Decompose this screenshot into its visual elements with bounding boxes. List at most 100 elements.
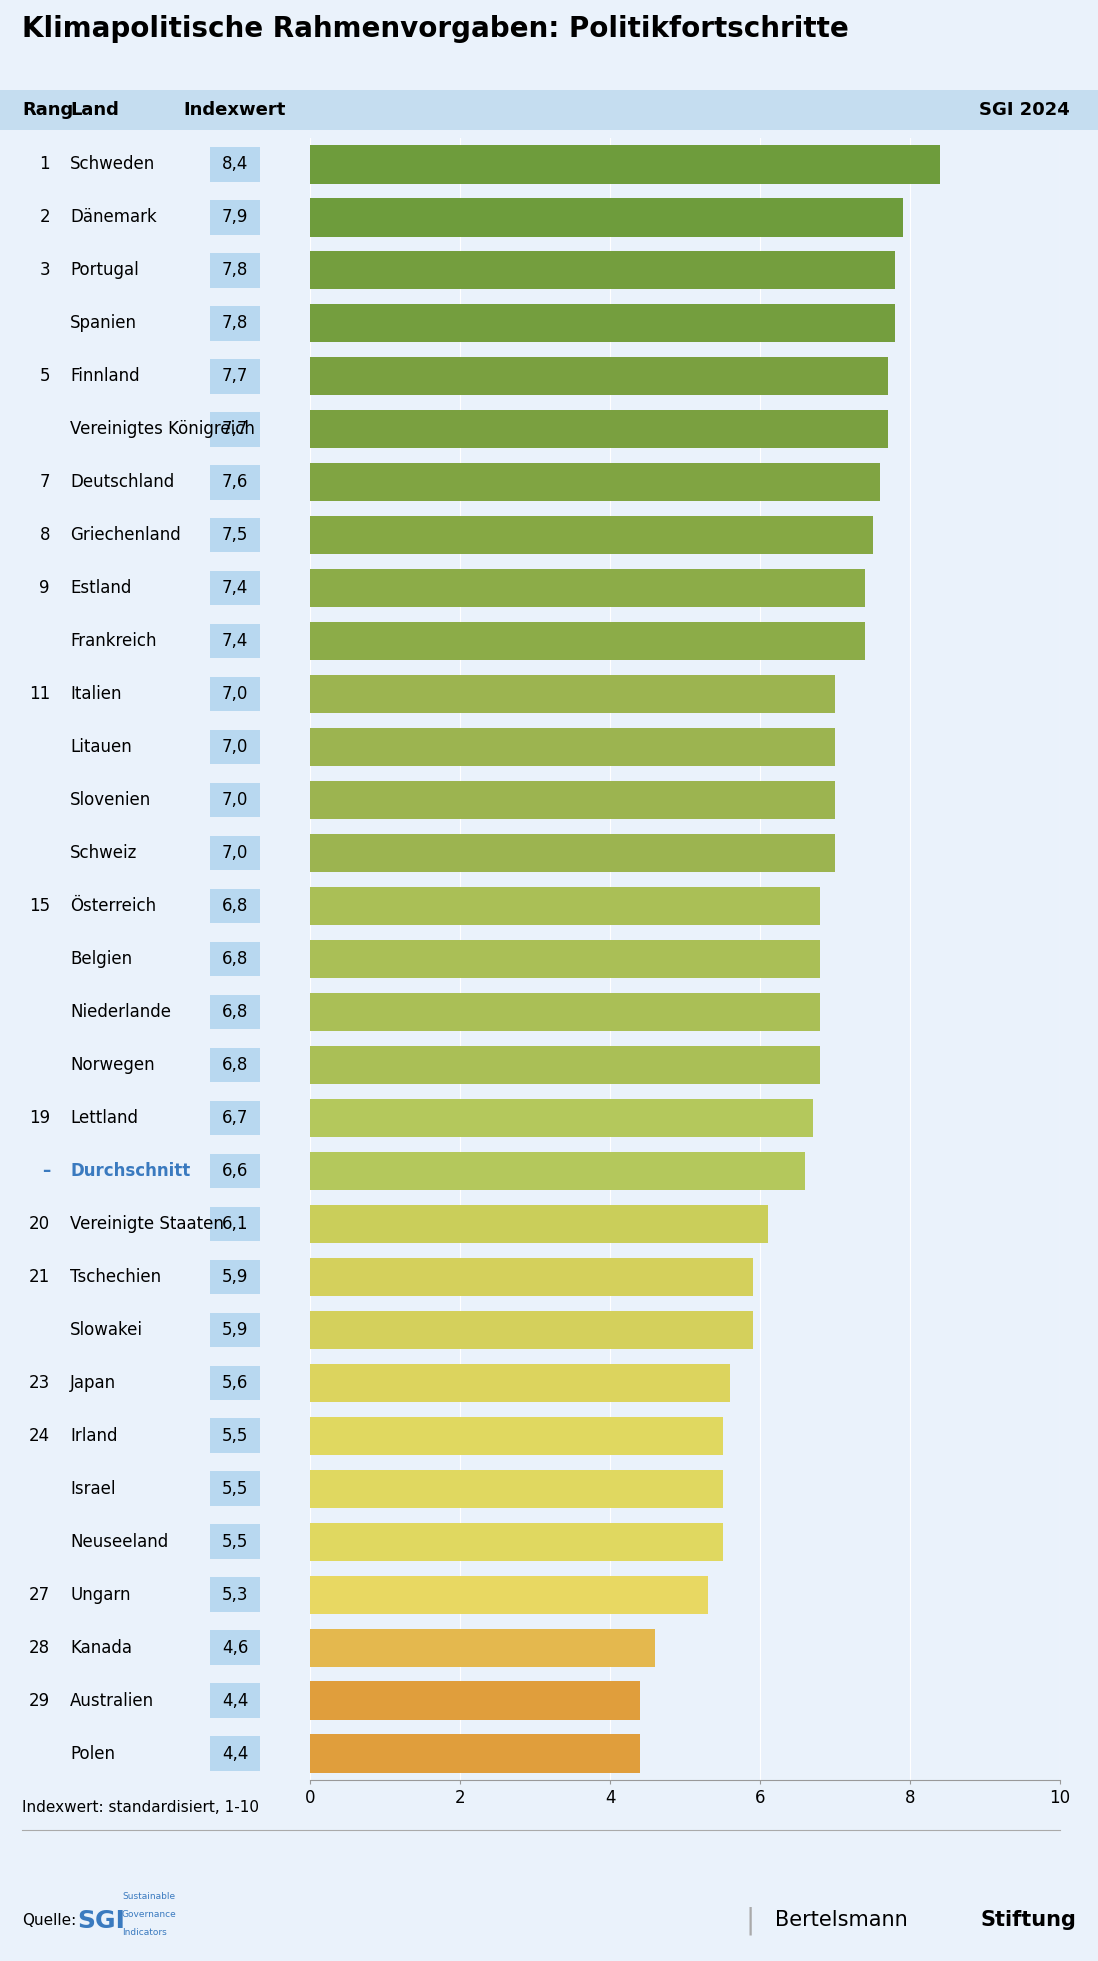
Text: 7,6: 7,6 [222, 473, 248, 492]
Text: 7,8: 7,8 [222, 261, 248, 278]
Text: 7,0: 7,0 [222, 843, 248, 863]
Text: Slovenien: Slovenien [70, 790, 152, 810]
Text: 5,9: 5,9 [222, 1269, 248, 1286]
Bar [310, 728, 834, 767]
Text: Land: Land [70, 102, 119, 120]
Text: Dänemark: Dänemark [70, 208, 157, 226]
Text: Indexwert: Indexwert [183, 102, 287, 120]
Text: 27: 27 [29, 1586, 51, 1604]
Text: Estland: Estland [70, 578, 132, 598]
Bar [310, 833, 834, 873]
Text: Australien: Australien [70, 1692, 154, 1710]
Text: 7,8: 7,8 [222, 314, 248, 331]
Bar [310, 1681, 640, 1720]
Text: Slowakei: Slowakei [70, 1322, 143, 1339]
Bar [310, 463, 879, 502]
Text: 11: 11 [29, 684, 51, 704]
Text: Deutschland: Deutschland [70, 473, 175, 492]
Text: Griechenland: Griechenland [70, 526, 181, 545]
Text: Litauen: Litauen [70, 737, 132, 757]
Text: Neuseeland: Neuseeland [70, 1534, 168, 1551]
Text: Niederlande: Niederlande [70, 1002, 171, 1022]
Text: Italien: Italien [70, 684, 122, 704]
Bar [310, 1363, 730, 1402]
Text: 21: 21 [29, 1269, 51, 1286]
Text: 5,6: 5,6 [222, 1375, 248, 1392]
Text: Finnland: Finnland [70, 367, 139, 386]
Bar [310, 1257, 752, 1296]
Bar [310, 1151, 805, 1190]
Text: Klimapolitische Rahmenvorgaben: Politikfortschritte: Klimapolitische Rahmenvorgaben: Politikf… [22, 16, 849, 43]
Text: Sustainable: Sustainable [122, 1892, 175, 1900]
Text: Irland: Irland [70, 1428, 117, 1445]
Bar [310, 198, 903, 237]
Text: Spanien: Spanien [70, 314, 137, 331]
Bar [310, 622, 865, 661]
Bar [310, 1310, 752, 1349]
Text: 19: 19 [29, 1108, 51, 1128]
Bar [310, 1469, 722, 1508]
Text: 6,1: 6,1 [222, 1214, 248, 1233]
Text: 7,0: 7,0 [222, 790, 248, 810]
Bar [310, 939, 820, 979]
Text: 6,8: 6,8 [222, 1055, 248, 1075]
Text: 7: 7 [40, 473, 51, 492]
Bar [310, 304, 895, 343]
Text: 29: 29 [29, 1692, 51, 1710]
Text: Vereinigtes Königreich: Vereinigtes Königreich [70, 420, 255, 439]
Text: 4,4: 4,4 [222, 1692, 248, 1710]
Text: Israel: Israel [70, 1481, 115, 1498]
Text: |: | [746, 1906, 754, 1936]
Text: Durchschnitt: Durchschnitt [70, 1161, 190, 1181]
Text: 5,5: 5,5 [222, 1534, 248, 1551]
Bar [310, 675, 834, 714]
Text: 4,6: 4,6 [222, 1639, 248, 1657]
Text: 3: 3 [40, 261, 51, 278]
Text: 6,8: 6,8 [222, 949, 248, 969]
Text: 6,6: 6,6 [222, 1161, 248, 1181]
Bar [310, 886, 820, 926]
Text: Indicators: Indicators [122, 1928, 167, 1937]
Text: 7,0: 7,0 [222, 684, 248, 704]
Text: 9: 9 [40, 578, 51, 598]
Text: Kanada: Kanada [70, 1639, 132, 1657]
Text: 23: 23 [29, 1375, 51, 1392]
Bar [310, 1098, 813, 1137]
Text: 7,7: 7,7 [222, 367, 248, 386]
Text: –: – [42, 1161, 51, 1181]
Text: 7,4: 7,4 [222, 631, 248, 651]
Text: Bertelsmann: Bertelsmann [775, 1910, 908, 1930]
Bar [310, 1628, 656, 1667]
Text: 7,0: 7,0 [222, 737, 248, 757]
Bar [310, 410, 887, 449]
Text: Polen: Polen [70, 1745, 115, 1763]
Text: 5: 5 [40, 367, 51, 386]
Bar [310, 1204, 768, 1243]
Bar [310, 145, 940, 184]
Bar [310, 1575, 707, 1614]
Bar [310, 357, 887, 396]
Text: 28: 28 [29, 1639, 51, 1657]
Text: 6,8: 6,8 [222, 1002, 248, 1022]
Text: 6,8: 6,8 [222, 896, 248, 916]
Text: 5,3: 5,3 [222, 1586, 248, 1604]
Text: 6,7: 6,7 [222, 1108, 248, 1128]
Bar [310, 1522, 722, 1561]
Text: 5,5: 5,5 [222, 1428, 248, 1445]
Text: 1: 1 [40, 155, 51, 173]
Bar [310, 992, 820, 1031]
Text: 7,5: 7,5 [222, 526, 248, 545]
Text: 20: 20 [29, 1214, 51, 1233]
Text: 7,4: 7,4 [222, 578, 248, 598]
Bar [310, 1045, 820, 1084]
Text: SGI: SGI [77, 1908, 125, 1932]
Text: Frankreich: Frankreich [70, 631, 157, 651]
Text: 5,5: 5,5 [222, 1481, 248, 1498]
Text: 15: 15 [29, 896, 51, 916]
Text: 8,4: 8,4 [222, 155, 248, 173]
Text: Indexwert: standardisiert, 1-10: Indexwert: standardisiert, 1-10 [22, 1800, 259, 1816]
Text: SGI 2024: SGI 2024 [979, 102, 1069, 120]
Text: Lettland: Lettland [70, 1108, 138, 1128]
Text: 4,4: 4,4 [222, 1745, 248, 1763]
Text: 5,9: 5,9 [222, 1322, 248, 1339]
